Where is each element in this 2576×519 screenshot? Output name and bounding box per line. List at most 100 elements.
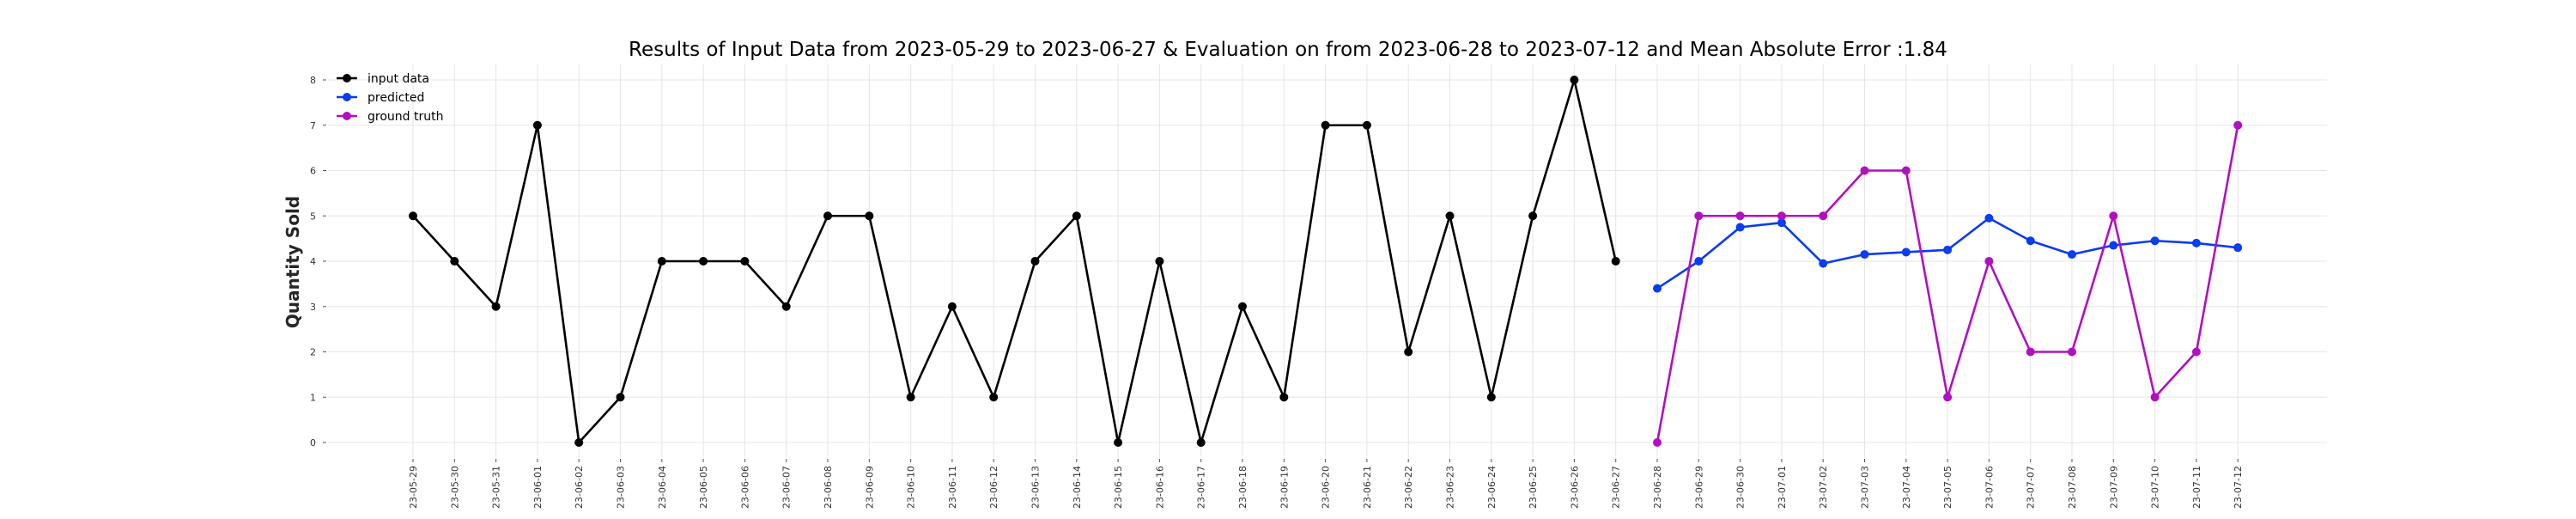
x-tick-label: 23-07-01	[1777, 466, 1788, 509]
legend-item-ground-truth: ground truth	[337, 110, 443, 124]
axes: 0 1 2 3 4 5 6 7 8 23-05-29 23-05-30 23-05-31 23-06-0…	[310, 75, 2244, 509]
x-tick-label: 23-06-03	[616, 466, 627, 509]
data-point-input-data	[823, 211, 832, 221]
x-tick-label: 23-07-04	[1901, 466, 1912, 509]
data-point-ground-truth	[1735, 211, 1745, 221]
x-tick-label: 23-06-06	[739, 466, 750, 509]
y-tick-label: 7	[310, 120, 316, 131]
data-point-input-data	[1611, 257, 1620, 266]
x-tick-label: 23-06-30	[1735, 466, 1747, 509]
data-point-input-data	[574, 438, 584, 447]
data-point-input-data	[1030, 257, 1040, 266]
data-point-input-data	[906, 393, 915, 402]
x-tick-label: 23-07-10	[2150, 466, 2161, 509]
data-point-input-data	[657, 257, 666, 266]
series-input-data	[409, 76, 1620, 447]
y-tick-label: 1	[310, 392, 316, 403]
data-point-ground-truth	[2026, 347, 2035, 357]
data-point-predicted	[1901, 247, 1911, 257]
x-tick-label: 23-06-27	[1611, 466, 1622, 509]
data-point-predicted	[1984, 213, 1994, 223]
x-tick-label: 23-07-06	[1984, 466, 1995, 509]
x-tick-label: 23-06-23	[1445, 466, 1456, 509]
x-tick-label: 23-06-18	[1237, 466, 1249, 509]
x-tick-label: 23-06-14	[1072, 466, 1083, 509]
data-point-input-data	[491, 302, 501, 311]
data-point-input-data	[450, 257, 459, 266]
legend-swatch-marker	[343, 112, 351, 120]
data-point-predicted	[1694, 257, 1704, 266]
data-point-ground-truth	[1653, 438, 1662, 447]
x-tick-label: 23-05-31	[491, 466, 502, 509]
data-point-input-data	[1486, 393, 1496, 402]
x-tick-label: 23-07-11	[2191, 466, 2202, 509]
x-tick-label: 23-06-05	[698, 466, 709, 509]
x-tick-label: 23-06-04	[657, 466, 668, 509]
data-point-predicted	[2233, 243, 2243, 253]
x-tick-label: 23-06-26	[1569, 466, 1580, 509]
legend-label: input data	[368, 72, 429, 86]
data-point-ground-truth	[1860, 166, 1869, 175]
y-tick-label: 4	[310, 256, 316, 267]
y-tick-label: 8	[310, 75, 316, 86]
data-point-input-data	[1114, 438, 1123, 447]
data-point-input-data	[865, 211, 874, 221]
data-point-input-data	[1362, 120, 1371, 130]
series-line-input-data	[412, 78, 1617, 444]
x-tick-label: 23-06-25	[1528, 466, 1539, 509]
x-tick-label: 23-06-24	[1486, 466, 1498, 509]
x-tick-label: 23-06-02	[574, 466, 585, 509]
x-tick-label: 23-06-10	[906, 466, 917, 509]
data-point-input-data	[740, 257, 750, 266]
data-point-predicted	[1860, 250, 1869, 260]
x-tick-label: 23-06-13	[1030, 466, 1042, 509]
data-point-ground-truth	[2068, 347, 2076, 357]
series-ground-truth	[1653, 120, 2243, 447]
x-tick-label: 23-06-29	[1693, 466, 1704, 509]
data-point-input-data	[1072, 211, 1081, 221]
data-point-predicted	[2191, 238, 2201, 247]
y-axis-label: Quantity Sold	[283, 196, 303, 328]
data-point-input-data	[1196, 438, 1206, 447]
data-point-ground-truth	[1777, 211, 1786, 221]
x-tick-label: 23-06-16	[1154, 466, 1165, 509]
data-point-predicted	[1735, 223, 1745, 232]
data-point-input-data	[1404, 347, 1413, 357]
data-point-ground-truth	[2191, 347, 2201, 357]
x-tick-label: 23-07-07	[2026, 466, 2037, 509]
data-point-predicted	[2109, 241, 2118, 250]
data-point-ground-truth	[2150, 393, 2160, 402]
data-point-input-data	[947, 302, 957, 311]
y-tick-label: 0	[310, 437, 316, 449]
data-point-predicted	[2026, 236, 2035, 246]
data-point-predicted	[2150, 236, 2160, 246]
x-tick-label: 23-06-01	[532, 466, 544, 509]
x-tick-label: 23-06-21	[1362, 466, 1373, 509]
data-point-predicted	[1653, 284, 1662, 293]
x-tick-label: 23-06-09	[864, 466, 875, 509]
data-point-input-data	[1155, 257, 1164, 266]
data-point-input-data	[781, 302, 791, 311]
data-point-predicted	[1819, 259, 1828, 268]
data-point-input-data	[1238, 302, 1247, 311]
x-tick-label: 23-06-19	[1279, 466, 1290, 509]
data-point-predicted	[1943, 245, 1953, 254]
x-tick-label: 23-06-20	[1321, 466, 1332, 509]
legend-item-predicted: predicted	[337, 91, 424, 105]
chart-title: Results of Input Data from 2023-05-29 to…	[629, 39, 1947, 61]
x-tick-label: 23-06-28	[1652, 466, 1663, 509]
legend-item-input-data: input data	[337, 72, 429, 86]
data-point-input-data	[1570, 76, 1579, 84]
data-point-predicted	[2068, 250, 2076, 260]
data-point-ground-truth	[2109, 211, 2118, 221]
x-tick-label: 23-07-12	[2233, 466, 2244, 509]
y-tick-label: 2	[310, 347, 316, 358]
x-tick-label: 23-06-17	[1196, 466, 1207, 509]
data-point-input-data	[989, 393, 999, 402]
y-tick-label: 6	[310, 166, 316, 177]
x-tick-label: 23-06-22	[1403, 466, 1414, 509]
data-point-predicted	[1777, 218, 1786, 228]
data-point-input-data	[1321, 120, 1330, 130]
data-point-ground-truth	[1943, 393, 1953, 402]
